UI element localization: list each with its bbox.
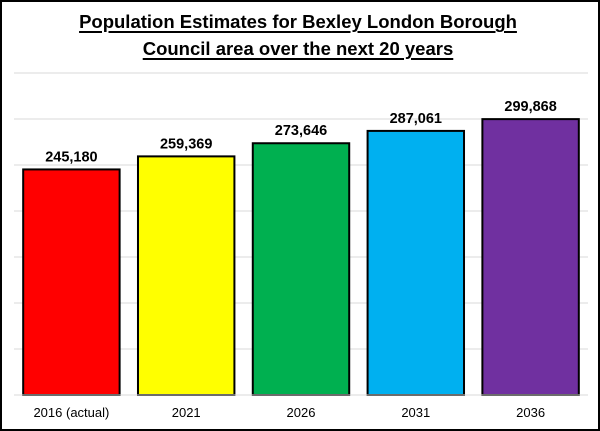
data-label-0: 245,180 (45, 149, 97, 165)
x-tick-label-1: 2021 (172, 405, 201, 420)
bar-1 (136, 155, 236, 396)
chart-title-line-1: Population Estimates for Bexley London B… (79, 11, 517, 32)
chart-title: Population Estimates for Bexley London B… (0, 8, 596, 62)
bar-0 (22, 168, 121, 396)
x-tick-label-4: 2036 (516, 405, 545, 420)
chart-title-line-2: Council area over the next 20 years (142, 38, 454, 59)
x-tick-label-3: 2031 (401, 405, 430, 420)
data-label-3: 287,061 (390, 111, 442, 127)
bar-3 (366, 129, 466, 397)
data-label-2: 273,646 (275, 123, 327, 139)
x-tick-label-0: 2016 (actual) (33, 405, 109, 420)
data-label-1: 259,369 (160, 136, 212, 152)
x-tick-label-2: 2026 (287, 405, 316, 420)
bars (22, 118, 580, 397)
bar-4 (481, 118, 580, 397)
x-tick-labels: 2016 (actual) 2021 2026 2031 2036 (33, 405, 545, 420)
data-labels: 245,180 259,369 273,646 287,061 299,868 (45, 99, 557, 165)
bar-2 (251, 142, 351, 396)
data-label-4: 299,868 (504, 99, 556, 115)
